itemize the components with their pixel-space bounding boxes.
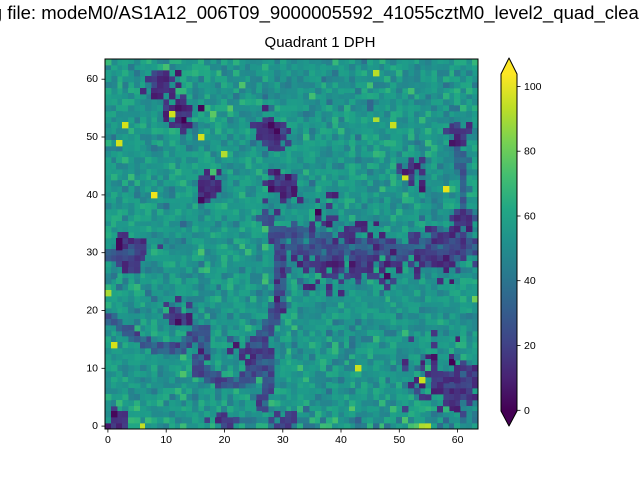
svg-text:50: 50 <box>86 131 98 143</box>
svg-text:100: 100 <box>524 81 542 93</box>
svg-text:20: 20 <box>219 434 231 446</box>
svg-text:0: 0 <box>92 420 98 432</box>
svg-text:60: 60 <box>524 211 536 223</box>
svg-text:0: 0 <box>105 434 111 446</box>
svg-text:0: 0 <box>524 405 530 417</box>
svg-text:30: 30 <box>277 434 289 446</box>
svg-text:10: 10 <box>86 362 98 374</box>
svg-text:60: 60 <box>86 73 98 85</box>
svg-text:80: 80 <box>524 146 536 158</box>
svg-text:60: 60 <box>452 434 464 446</box>
svg-text:10: 10 <box>160 434 172 446</box>
svg-text:30: 30 <box>86 247 98 259</box>
svg-text:20: 20 <box>524 340 536 352</box>
svg-text:40: 40 <box>86 189 98 201</box>
svg-text:50: 50 <box>393 434 405 446</box>
svg-text:20: 20 <box>86 305 98 317</box>
svg-text:40: 40 <box>524 275 536 287</box>
svg-text:40: 40 <box>335 434 347 446</box>
